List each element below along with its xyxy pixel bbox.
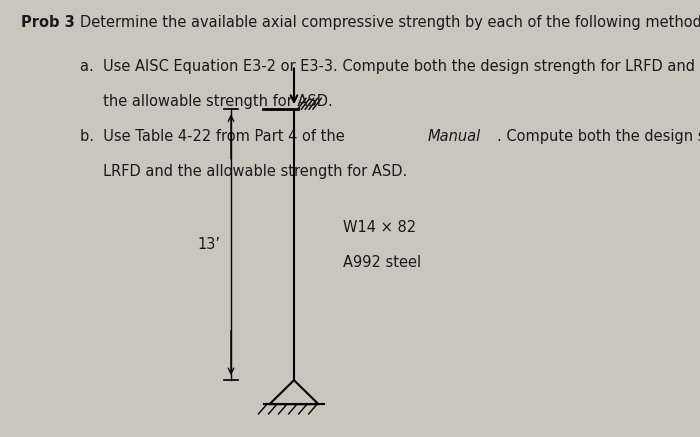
Text: Manual: Manual xyxy=(428,129,482,144)
Text: W14 × 82: W14 × 82 xyxy=(343,220,416,235)
Text: b.  Use Table 4-22 from Part 4 of the: b. Use Table 4-22 from Part 4 of the xyxy=(80,129,350,144)
Text: . Compute both the design strength for: . Compute both the design strength for xyxy=(497,129,700,144)
Text: A992 steel: A992 steel xyxy=(343,255,421,270)
Text: Determine the available axial compressive strength by each of the following meth: Determine the available axial compressiv… xyxy=(80,15,700,30)
Text: a.  Use AISC Equation E3-2 or E3-3. Compute both the design strength for LRFD an: a. Use AISC Equation E3-2 or E3-3. Compu… xyxy=(80,59,696,74)
Text: the allowable strength for ASD.: the allowable strength for ASD. xyxy=(80,94,333,109)
Text: Prob 3: Prob 3 xyxy=(21,15,75,30)
Text: LRFD and the allowable strength for ASD.: LRFD and the allowable strength for ASD. xyxy=(80,164,407,179)
Text: 13’: 13’ xyxy=(197,237,220,252)
